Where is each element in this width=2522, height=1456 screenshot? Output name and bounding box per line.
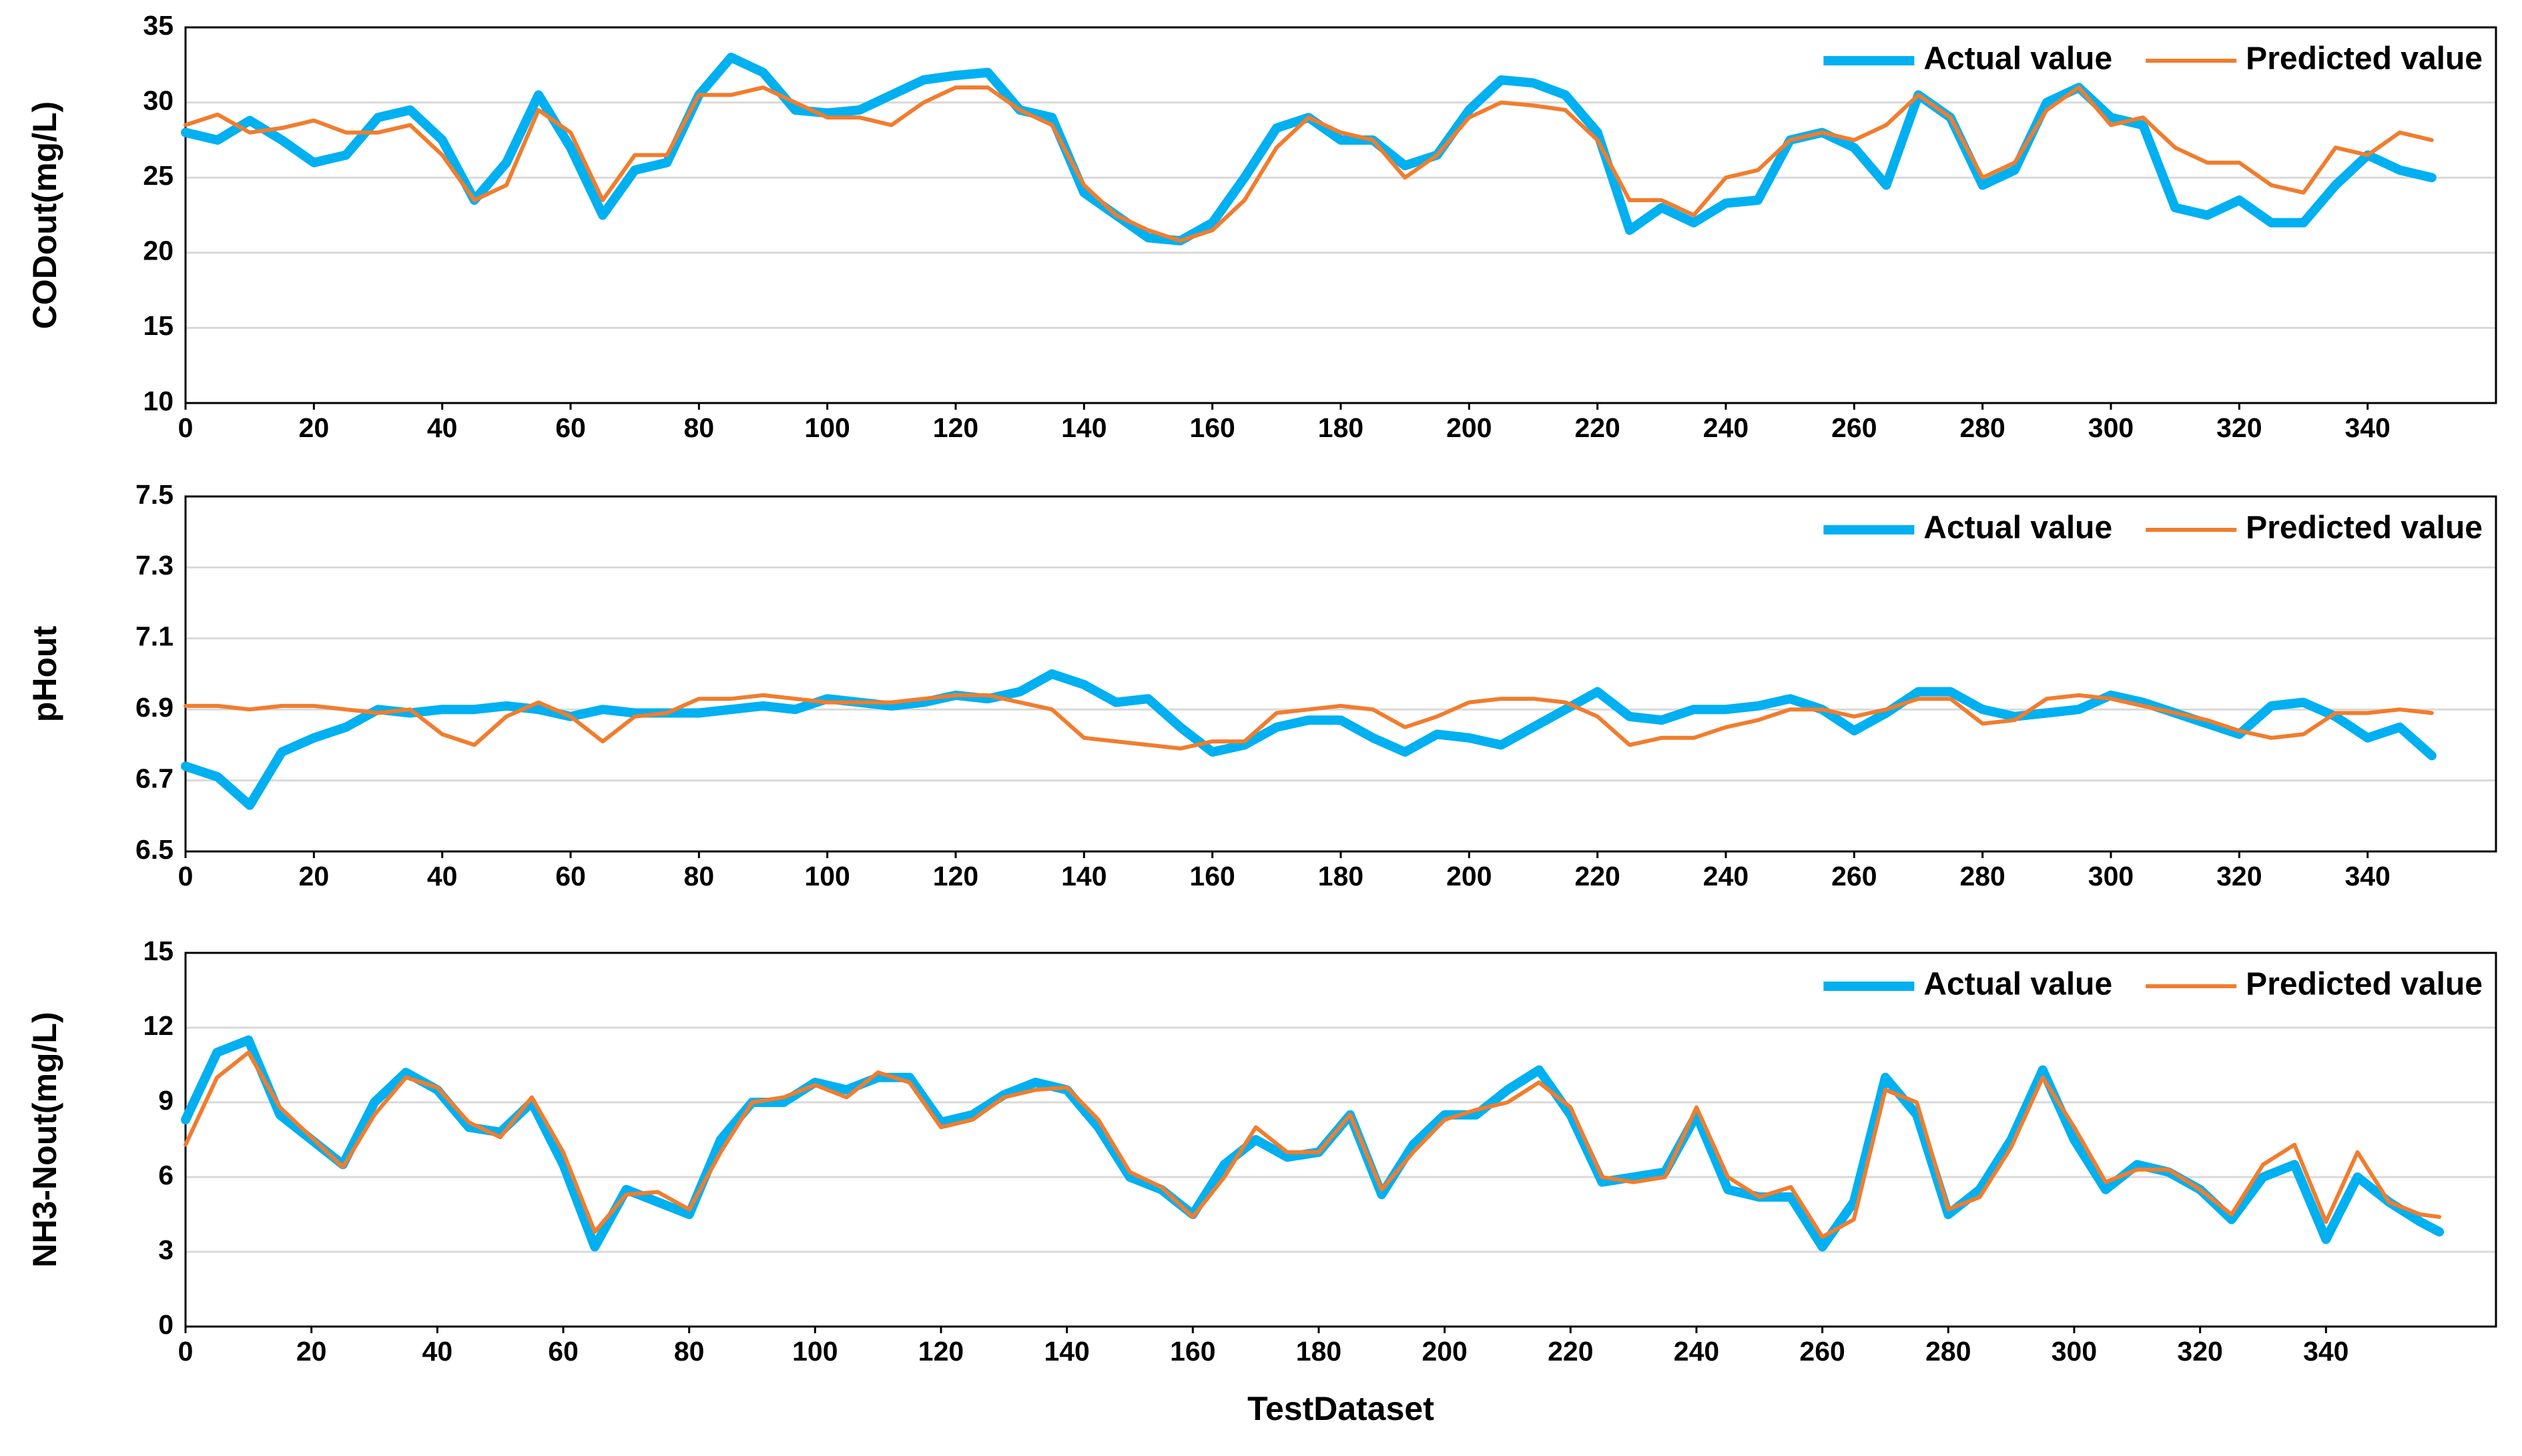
x-tick-label: 140 <box>1061 861 1107 891</box>
x-tick-label: 340 <box>2344 412 2390 443</box>
x-tick-label: 120 <box>933 861 978 891</box>
x-tick-label: 100 <box>792 1336 838 1367</box>
x-tick-label: 240 <box>1674 1336 1719 1367</box>
y-tick-label: 35 <box>143 10 174 41</box>
x-axis-title: TestDataset <box>1247 1390 1434 1427</box>
data-line <box>184 693 2434 751</box>
x-tick-label: 340 <box>2344 861 2390 891</box>
x-tick-label: 40 <box>427 412 458 443</box>
legend-label: Actual value <box>1923 967 2112 1002</box>
y-tick-label: 0 <box>158 1309 174 1340</box>
data-line <box>181 669 2437 810</box>
x-tick-label: 100 <box>804 412 850 443</box>
legend-label: Actual value <box>1923 510 2112 546</box>
y-tick-label: 12 <box>143 1010 174 1041</box>
y-tick-label: 15 <box>143 936 174 966</box>
x-tick-label: 200 <box>1422 1336 1467 1367</box>
y-tick-label: 15 <box>143 310 174 341</box>
x-tick-label: 220 <box>1548 1336 1593 1367</box>
x-tick-label: 260 <box>1831 412 1877 443</box>
plot-frame <box>184 26 2497 404</box>
x-tick-label: 300 <box>2088 412 2134 443</box>
y-axis-title: NH3-Nout(mg/L) <box>26 1012 63 1267</box>
y-tick-label: 6.5 <box>135 834 174 865</box>
x-tick-label: 40 <box>422 1336 453 1367</box>
subplot: 6.5 6.7 6.9 7.1 7.3 7.5 0 20 40 60 80 100 120 140 160 1… <box>26 479 2497 891</box>
x-tick-label: 300 <box>2052 1336 2097 1367</box>
x-tick-label: 200 <box>1446 412 1492 443</box>
y-tick-label: 6 <box>158 1160 174 1190</box>
x-tick-label: 320 <box>2177 1336 2222 1367</box>
x-tick-label: 160 <box>1170 1336 1215 1367</box>
x-tick-label: 320 <box>2216 861 2262 891</box>
legend-label: Predicted value <box>2246 510 2483 546</box>
y-tick-label: 25 <box>143 160 174 191</box>
x-tick-label: 20 <box>296 1336 327 1367</box>
y-tick-label: 9 <box>158 1085 174 1116</box>
x-tick-label: 200 <box>1446 861 1492 891</box>
x-tick-label: 280 <box>1959 861 2005 891</box>
x-tick-label: 300 <box>2088 861 2134 891</box>
y-tick-label: 7.3 <box>135 550 174 581</box>
x-tick-label: 140 <box>1061 412 1107 443</box>
data-line <box>184 85 2434 243</box>
y-tick-label: 6.9 <box>135 692 174 723</box>
y-axis-title: CODout(mg/L) <box>26 101 63 330</box>
x-tick-label: 40 <box>427 861 458 891</box>
x-tick-label: 80 <box>684 861 715 891</box>
legend-label: Predicted value <box>2246 41 2483 77</box>
x-tick-label: 180 <box>1318 861 1363 891</box>
x-tick-label: 320 <box>2216 412 2262 443</box>
y-tick-label: 6.7 <box>135 763 174 793</box>
x-tick-label: 340 <box>2303 1336 2348 1367</box>
x-tick-label: 160 <box>1189 412 1235 443</box>
x-tick-label: 60 <box>555 412 586 443</box>
x-tick-label: 120 <box>933 412 978 443</box>
legend-label: Actual value <box>1923 41 2112 77</box>
x-tick-label: 240 <box>1703 412 1749 443</box>
x-tick-label: 60 <box>548 1336 579 1367</box>
x-tick-label: 0 <box>178 1336 194 1367</box>
x-tick-label: 120 <box>918 1336 964 1367</box>
x-tick-label: 0 <box>178 861 194 891</box>
plot-frame <box>184 952 2497 1328</box>
data-line <box>184 1050 2442 1239</box>
x-tick-label: 140 <box>1044 1336 1089 1367</box>
x-tick-label: 80 <box>674 1336 705 1367</box>
y-tick-label: 3 <box>158 1234 174 1265</box>
x-tick-label: 240 <box>1703 861 1749 891</box>
x-tick-label: 20 <box>299 861 330 891</box>
data-line <box>181 1035 2445 1252</box>
x-tick-label: 260 <box>1831 861 1877 891</box>
x-tick-label: 180 <box>1296 1336 1341 1367</box>
y-tick-label: 10 <box>143 386 174 416</box>
x-tick-label: 60 <box>555 861 586 891</box>
y-tick-label: 30 <box>143 85 174 115</box>
x-tick-label: 80 <box>684 412 715 443</box>
x-tick-label: 260 <box>1799 1336 1845 1367</box>
x-tick-label: 180 <box>1318 412 1363 443</box>
subplot: 10 15 20 25 30 35 0 20 40 60 80 100 120 140 160 180 200 2… <box>26 10 2497 443</box>
x-tick-label: 20 <box>299 412 330 443</box>
x-tick-label: 160 <box>1189 861 1235 891</box>
x-tick-label: 280 <box>1925 1336 1971 1367</box>
legend-label: Predicted value <box>2246 967 2483 1002</box>
y-tick-label: 7.1 <box>135 621 174 652</box>
subplot: 0 3 6 9 12 15 0 20 40 60 80 100 120 140 160 180 200 220 24… <box>26 936 2497 1427</box>
y-tick-label: 7.5 <box>135 479 174 510</box>
x-tick-label: 280 <box>1959 412 2005 443</box>
plot-frame <box>184 495 2497 853</box>
y-tick-label: 20 <box>143 236 174 266</box>
x-tick-label: 100 <box>804 861 850 891</box>
y-axis-title: pHout <box>26 625 63 722</box>
x-tick-label: 220 <box>1574 861 1620 891</box>
x-tick-label: 0 <box>178 412 194 443</box>
x-tick-label: 220 <box>1574 412 1620 443</box>
